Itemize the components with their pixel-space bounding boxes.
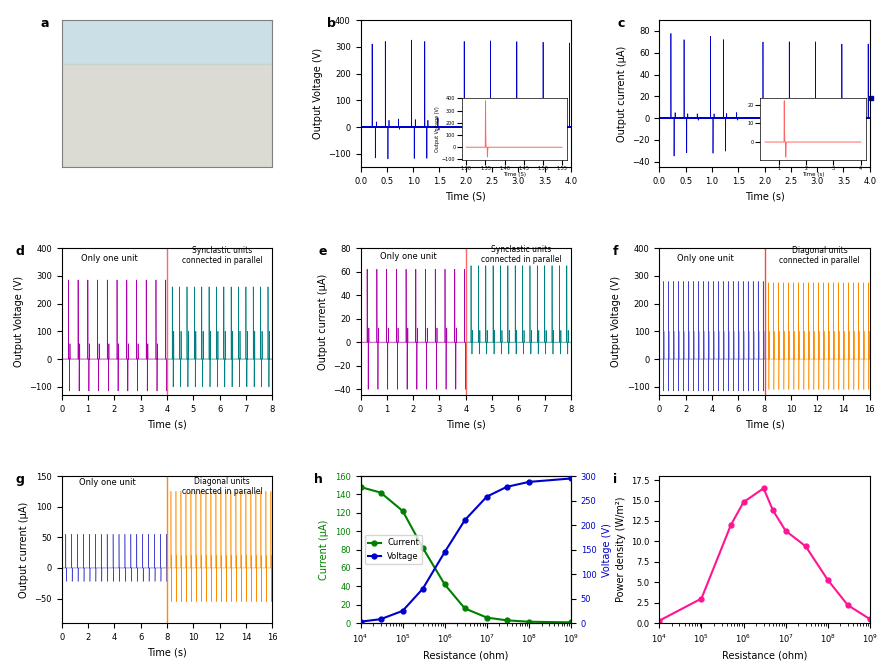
Voltage bbox=[481, 492, 492, 500]
X-axis label: Time (s): Time (s) bbox=[147, 419, 187, 429]
Current bbox=[502, 616, 512, 624]
Current bbox=[459, 604, 470, 612]
Voltage bbox=[355, 618, 366, 626]
Text: Synclastic units
connected in parallel: Synclastic units connected in parallel bbox=[480, 245, 562, 264]
Text: Only one unit: Only one unit bbox=[677, 253, 734, 263]
Voltage bbox=[502, 483, 512, 491]
Text: h: h bbox=[314, 473, 323, 486]
Text: d: d bbox=[16, 245, 25, 258]
X-axis label: Time (s): Time (s) bbox=[744, 419, 784, 429]
Voltage bbox=[566, 474, 577, 482]
Y-axis label: Voltage (V): Voltage (V) bbox=[602, 523, 612, 576]
Text: b: b bbox=[327, 17, 336, 30]
Current bbox=[566, 618, 577, 626]
X-axis label: Time (s): Time (s) bbox=[147, 647, 187, 657]
Text: Only one unit: Only one unit bbox=[79, 478, 136, 487]
Voltage bbox=[375, 615, 386, 623]
Text: Synclastic units
connected in parallel: Synclastic units connected in parallel bbox=[182, 246, 262, 265]
Y-axis label: Output Voltage (V): Output Voltage (V) bbox=[14, 276, 24, 367]
Legend: Current, Voltage: Current, Voltage bbox=[365, 535, 422, 564]
Voltage bbox=[524, 478, 534, 486]
Text: Only one unit: Only one unit bbox=[80, 253, 138, 263]
Current bbox=[481, 614, 492, 622]
Line: Current: Current bbox=[358, 484, 573, 625]
Y-axis label: Current (μA): Current (μA) bbox=[320, 519, 329, 580]
X-axis label: Time (s): Time (s) bbox=[744, 192, 784, 202]
Current bbox=[418, 544, 428, 552]
Y-axis label: Output current (μA): Output current (μA) bbox=[616, 46, 627, 142]
Current bbox=[524, 618, 534, 626]
X-axis label: Resistance (ohm): Resistance (ohm) bbox=[722, 651, 807, 661]
Voltage bbox=[397, 607, 408, 615]
Current bbox=[440, 580, 450, 588]
Text: Diagonal units
connected in parallel: Diagonal units connected in parallel bbox=[182, 477, 262, 496]
Current bbox=[397, 507, 408, 515]
Voltage bbox=[459, 516, 470, 524]
Text: g: g bbox=[16, 473, 25, 486]
X-axis label: Time (s): Time (s) bbox=[446, 419, 486, 429]
Text: i: i bbox=[613, 473, 617, 486]
X-axis label: Time (S): Time (S) bbox=[445, 192, 487, 202]
X-axis label: Resistance (ohm): Resistance (ohm) bbox=[423, 651, 509, 661]
Y-axis label: Output Voltage (V): Output Voltage (V) bbox=[611, 276, 622, 367]
Text: e: e bbox=[319, 245, 327, 258]
Text: Only one unit: Only one unit bbox=[380, 252, 436, 261]
Y-axis label: Output current (μA): Output current (μA) bbox=[19, 501, 29, 598]
Y-axis label: Power density (W/m²): Power density (W/m²) bbox=[615, 497, 625, 602]
Text: a: a bbox=[41, 17, 49, 30]
Line: Voltage: Voltage bbox=[358, 476, 573, 624]
Voltage bbox=[418, 585, 428, 593]
Current bbox=[375, 488, 386, 496]
Current bbox=[355, 483, 366, 491]
Y-axis label: Output current (μA): Output current (μA) bbox=[318, 273, 328, 370]
Y-axis label: Output Voltage (V): Output Voltage (V) bbox=[313, 48, 322, 139]
Text: f: f bbox=[613, 245, 619, 258]
Text: Diagonal units
connected in parallel: Diagonal units connected in parallel bbox=[780, 246, 860, 265]
Text: c: c bbox=[617, 17, 624, 30]
Voltage bbox=[440, 548, 450, 556]
